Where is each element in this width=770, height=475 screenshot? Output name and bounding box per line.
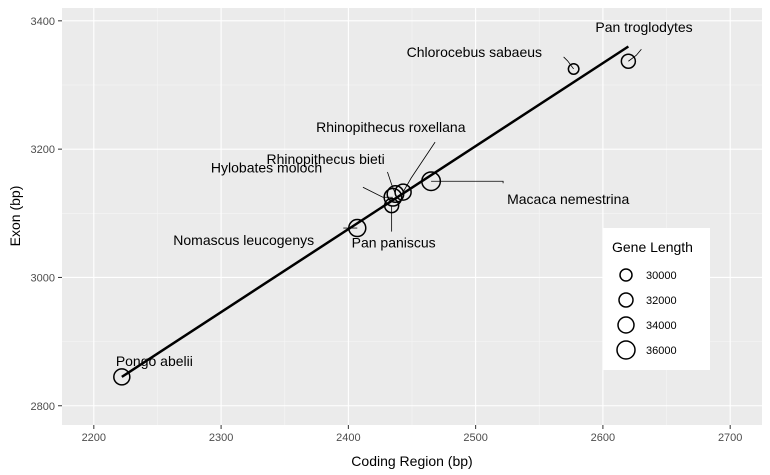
- point-label: Rhinopithecus bieti: [266, 151, 384, 167]
- label-leader-line: [628, 48, 642, 62]
- y-axis-title: Exon (bp): [7, 186, 23, 247]
- x-tick-label: 2500: [463, 432, 487, 444]
- point-label: Nomascus leucogenys: [173, 232, 314, 248]
- x-tick-label: 2200: [82, 432, 106, 444]
- y-tick-label: 2800: [31, 401, 55, 413]
- legend-label: 30000: [646, 270, 677, 282]
- label-leader-line: [362, 186, 393, 198]
- legend-label: 32000: [646, 295, 677, 307]
- label-leader-line: [563, 56, 574, 70]
- y-tick-label: 3000: [31, 272, 55, 284]
- major-gridlines: [62, 8, 762, 425]
- x-tick-label: 2700: [718, 432, 742, 444]
- legend-key: [619, 268, 633, 282]
- legend-items: 30000 32000 34000 36000: [616, 268, 677, 360]
- x-axis-title: Coding Region (bp): [351, 453, 472, 469]
- data-point: [620, 53, 637, 69]
- point-label: Pongo abelii: [116, 353, 193, 369]
- data-point: [113, 368, 131, 386]
- point-labels-layer: Pan troglodytes Chlorocebus sabaeus Rhinop…: [116, 19, 693, 369]
- point-label: Pan paniscus: [352, 235, 436, 251]
- legend-key: [616, 340, 636, 360]
- legend-label: 34000: [646, 320, 677, 332]
- point-label: Pan troglodytes: [595, 19, 692, 35]
- data-point: [386, 185, 405, 204]
- legend-key: [617, 316, 635, 334]
- x-tick-label: 2600: [591, 432, 615, 444]
- legend-background: [603, 228, 710, 370]
- point-label: Rhinopithecus roxellana: [316, 119, 466, 135]
- y-tick-label: 3200: [31, 144, 55, 156]
- legend-label: 36000: [646, 345, 677, 357]
- axis-ticks: [58, 20, 731, 429]
- x-tick-label: 2300: [209, 432, 233, 444]
- legend: Gene Length 30000 32000 34000 36000: [603, 228, 710, 370]
- label-leader-line: [402, 141, 436, 193]
- point-label: Macaca nemestrina: [507, 191, 629, 207]
- legend-key: [618, 292, 634, 308]
- label-leader-line: [431, 180, 504, 184]
- data-point: [567, 62, 580, 75]
- label-leader-line: [387, 171, 396, 195]
- axis-tick-labels: 2200 2300 2400 2500 2600 2700 2800 3000 3200 3400: [31, 16, 743, 444]
- y-tick-label: 3400: [31, 16, 55, 28]
- point-label: Chlorocebus sabaeus: [407, 44, 542, 60]
- legend-title: Gene Length: [612, 239, 693, 255]
- point-label: Hylobates moloch: [211, 159, 322, 175]
- trend-line: [121, 45, 630, 378]
- trend-line-layer: [121, 45, 630, 378]
- x-tick-label: 2400: [336, 432, 360, 444]
